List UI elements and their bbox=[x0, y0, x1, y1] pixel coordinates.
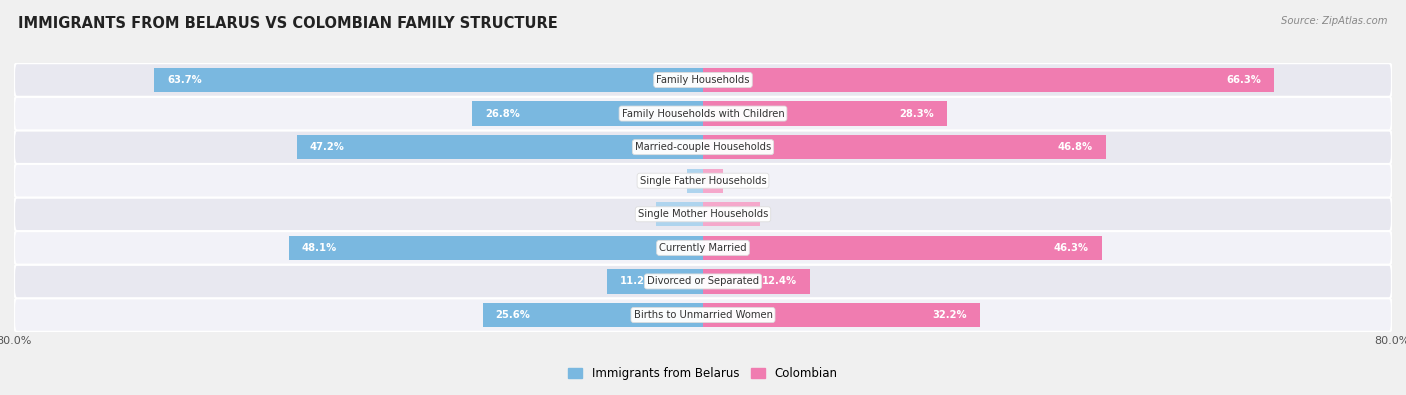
Bar bbox=[288, 236, 703, 260]
Bar bbox=[472, 102, 703, 126]
Bar bbox=[606, 269, 703, 293]
Text: 63.7%: 63.7% bbox=[167, 75, 202, 85]
Bar bbox=[703, 269, 810, 293]
Bar bbox=[155, 68, 703, 92]
Text: Births to Unmarried Women: Births to Unmarried Women bbox=[634, 310, 772, 320]
Text: Single Mother Households: Single Mother Households bbox=[638, 209, 768, 219]
Text: 6.6%: 6.6% bbox=[727, 209, 754, 219]
Text: Family Households with Children: Family Households with Children bbox=[621, 109, 785, 118]
Text: Currently Married: Currently Married bbox=[659, 243, 747, 253]
Bar bbox=[686, 169, 703, 193]
Text: 12.4%: 12.4% bbox=[762, 276, 797, 286]
Text: 28.3%: 28.3% bbox=[898, 109, 934, 118]
Bar bbox=[482, 303, 703, 327]
FancyBboxPatch shape bbox=[14, 130, 1392, 164]
FancyBboxPatch shape bbox=[14, 164, 1392, 198]
Bar bbox=[703, 169, 723, 193]
Text: Married-couple Households: Married-couple Households bbox=[636, 142, 770, 152]
FancyBboxPatch shape bbox=[14, 298, 1392, 332]
Legend: Immigrants from Belarus, Colombian: Immigrants from Belarus, Colombian bbox=[564, 363, 842, 385]
FancyBboxPatch shape bbox=[14, 63, 1392, 97]
Text: 66.3%: 66.3% bbox=[1226, 75, 1261, 85]
FancyBboxPatch shape bbox=[14, 265, 1392, 298]
FancyBboxPatch shape bbox=[14, 231, 1392, 265]
Bar bbox=[703, 102, 946, 126]
Text: 48.1%: 48.1% bbox=[302, 243, 337, 253]
Text: Divorced or Separated: Divorced or Separated bbox=[647, 276, 759, 286]
Text: 25.6%: 25.6% bbox=[495, 310, 530, 320]
Text: 26.8%: 26.8% bbox=[485, 109, 520, 118]
FancyBboxPatch shape bbox=[14, 198, 1392, 231]
Bar bbox=[703, 236, 1102, 260]
Bar bbox=[297, 135, 703, 159]
Bar bbox=[703, 68, 1274, 92]
Text: IMMIGRANTS FROM BELARUS VS COLOMBIAN FAMILY STRUCTURE: IMMIGRANTS FROM BELARUS VS COLOMBIAN FAM… bbox=[18, 16, 558, 31]
Bar bbox=[703, 303, 980, 327]
Text: Family Households: Family Households bbox=[657, 75, 749, 85]
Text: 5.5%: 5.5% bbox=[662, 209, 688, 219]
Text: 47.2%: 47.2% bbox=[309, 142, 344, 152]
Text: 46.3%: 46.3% bbox=[1054, 243, 1088, 253]
Bar bbox=[703, 135, 1107, 159]
FancyBboxPatch shape bbox=[14, 97, 1392, 130]
Text: 1.9%: 1.9% bbox=[693, 176, 718, 186]
Bar bbox=[655, 202, 703, 226]
Bar bbox=[703, 202, 759, 226]
Text: Source: ZipAtlas.com: Source: ZipAtlas.com bbox=[1281, 16, 1388, 26]
Text: 32.2%: 32.2% bbox=[932, 310, 967, 320]
Text: 11.2%: 11.2% bbox=[620, 276, 655, 286]
Text: Single Father Households: Single Father Households bbox=[640, 176, 766, 186]
Text: 46.8%: 46.8% bbox=[1057, 142, 1092, 152]
Text: 2.3%: 2.3% bbox=[690, 176, 716, 186]
